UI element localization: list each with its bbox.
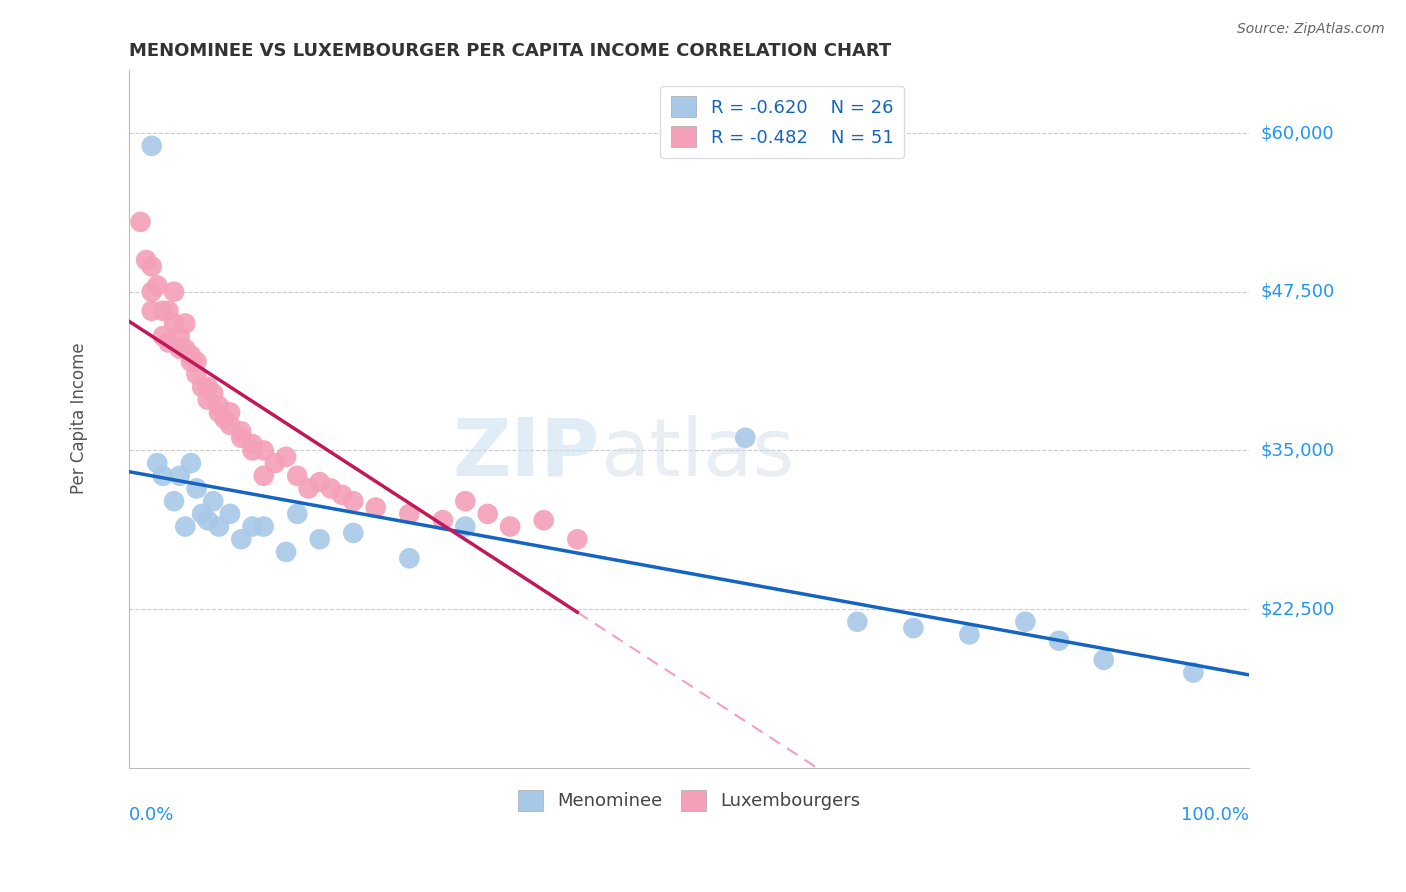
Point	[242, 519, 264, 533]
Point	[208, 519, 231, 533]
Point	[152, 303, 174, 318]
Text: MENOMINEE VS LUXEMBOURGER PER CAPITA INCOME CORRELATION CHART: MENOMINEE VS LUXEMBOURGER PER CAPITA INC…	[129, 42, 891, 60]
Point	[1014, 615, 1036, 629]
Text: ZIP: ZIP	[453, 415, 600, 492]
Point	[174, 317, 197, 331]
Point	[242, 437, 264, 451]
Point	[191, 507, 214, 521]
Point	[308, 475, 330, 490]
Point	[197, 380, 219, 394]
Point	[146, 456, 169, 470]
Legend: Menominee, Luxembourgers: Menominee, Luxembourgers	[510, 782, 868, 818]
Text: 100.0%: 100.0%	[1181, 806, 1250, 824]
Point	[186, 368, 208, 382]
Point	[186, 354, 208, 368]
Point	[208, 399, 231, 413]
Point	[219, 507, 242, 521]
Point	[231, 431, 253, 445]
Point	[567, 533, 589, 547]
Point	[454, 494, 477, 508]
Point	[152, 468, 174, 483]
Point	[734, 431, 756, 445]
Point	[432, 513, 454, 527]
Point	[219, 405, 242, 419]
Point	[330, 488, 353, 502]
Text: Per Capita Income: Per Capita Income	[70, 343, 87, 494]
Point	[533, 513, 555, 527]
Point	[264, 456, 287, 470]
Point	[342, 525, 364, 540]
Point	[169, 468, 191, 483]
Point	[1092, 653, 1115, 667]
Point	[253, 443, 276, 458]
Text: $47,500: $47,500	[1261, 283, 1334, 301]
Point	[202, 494, 225, 508]
Point	[197, 392, 219, 407]
Point	[903, 621, 925, 635]
Point	[253, 519, 276, 533]
Point	[308, 533, 330, 547]
Point	[180, 354, 202, 368]
Point	[1182, 665, 1205, 680]
Point	[186, 482, 208, 496]
Point	[274, 450, 297, 464]
Point	[180, 348, 202, 362]
Point	[219, 417, 242, 432]
Point	[319, 482, 342, 496]
Point	[398, 507, 420, 521]
Point	[163, 285, 186, 299]
Point	[146, 278, 169, 293]
Point	[454, 519, 477, 533]
Point	[197, 513, 219, 527]
Text: atlas: atlas	[600, 415, 794, 492]
Point	[141, 303, 163, 318]
Point	[129, 215, 152, 229]
Point	[242, 443, 264, 458]
Point	[297, 482, 319, 496]
Point	[157, 303, 180, 318]
Point	[957, 627, 980, 641]
Point	[163, 494, 186, 508]
Point	[141, 285, 163, 299]
Point	[364, 500, 387, 515]
Point	[846, 615, 869, 629]
Point	[342, 494, 364, 508]
Point	[202, 386, 225, 401]
Text: 0.0%: 0.0%	[129, 806, 174, 824]
Point	[180, 456, 202, 470]
Point	[398, 551, 420, 566]
Point	[1047, 633, 1070, 648]
Text: $60,000: $60,000	[1261, 124, 1334, 142]
Point	[141, 260, 163, 274]
Point	[174, 519, 197, 533]
Point	[174, 342, 197, 356]
Point	[274, 545, 297, 559]
Point	[169, 342, 191, 356]
Point	[163, 317, 186, 331]
Point	[135, 253, 157, 268]
Point	[191, 380, 214, 394]
Point	[253, 468, 276, 483]
Point	[157, 335, 180, 350]
Point	[214, 411, 236, 425]
Point	[152, 329, 174, 343]
Point	[231, 533, 253, 547]
Point	[477, 507, 499, 521]
Text: Source: ZipAtlas.com: Source: ZipAtlas.com	[1237, 22, 1385, 37]
Text: $35,000: $35,000	[1261, 442, 1334, 459]
Text: $22,500: $22,500	[1261, 600, 1334, 618]
Point	[169, 329, 191, 343]
Point	[141, 138, 163, 153]
Point	[208, 405, 231, 419]
Point	[499, 519, 522, 533]
Point	[231, 425, 253, 439]
Point	[285, 507, 308, 521]
Point	[285, 468, 308, 483]
